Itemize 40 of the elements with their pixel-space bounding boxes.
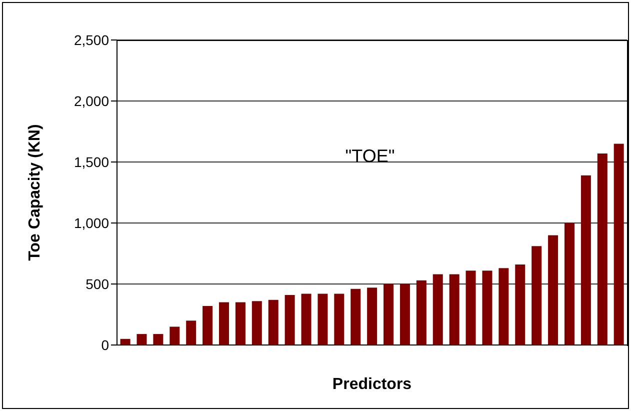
- bar: [186, 320, 196, 345]
- bar: [235, 302, 246, 345]
- bar: [252, 301, 262, 345]
- bar: [170, 326, 180, 345]
- y-tick-label: 500: [86, 276, 110, 292]
- bar: [318, 294, 328, 345]
- y-tick-label: 1,500: [74, 154, 110, 170]
- bar: [614, 144, 624, 345]
- bar: [301, 294, 312, 345]
- bar: [449, 274, 460, 345]
- bar: [268, 300, 278, 345]
- bar: [466, 270, 476, 345]
- y-tick-label: 2,000: [74, 92, 110, 109]
- bar: [136, 334, 147, 345]
- bar: [284, 294, 295, 345]
- y-tick-label: 2,500: [74, 32, 110, 48]
- bar: [597, 153, 608, 345]
- bar: [367, 288, 378, 345]
- bar: [515, 264, 526, 345]
- annotation: "TOE": [344, 146, 396, 167]
- bar: [334, 294, 344, 345]
- bar: [564, 223, 574, 345]
- bar: [548, 235, 558, 345]
- bar: [416, 280, 426, 345]
- y-tick-label: 0: [101, 336, 110, 353]
- bar: [432, 274, 443, 345]
- bar: [384, 284, 394, 345]
- bar: [202, 306, 213, 345]
- bar: [400, 284, 410, 345]
- bar: [482, 270, 492, 345]
- y-axis-title: Toe Capacity (KN): [26, 124, 44, 261]
- bar: [120, 338, 130, 345]
- y-tick-label: 1,000: [74, 214, 110, 231]
- bar: [580, 175, 591, 345]
- bar: [350, 288, 361, 345]
- bar: [219, 302, 229, 345]
- bar: [532, 246, 542, 345]
- x-axis-title: Predictors: [332, 376, 412, 393]
- bar: [153, 334, 164, 345]
- bar: [498, 268, 509, 345]
